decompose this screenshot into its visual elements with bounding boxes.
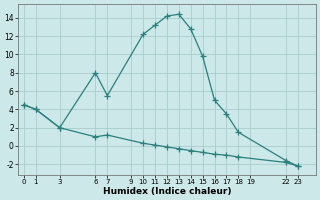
X-axis label: Humidex (Indice chaleur): Humidex (Indice chaleur)	[103, 187, 231, 196]
